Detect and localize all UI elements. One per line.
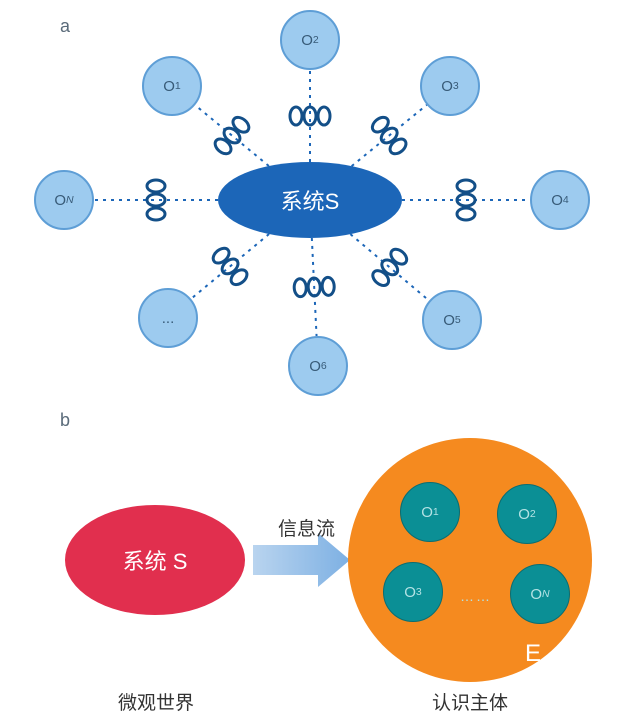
outer-node-O5: O5	[422, 290, 482, 350]
caption-micro-world: 微观世界	[118, 688, 194, 715]
inner-node-ON: ON	[510, 564, 570, 624]
info-flow-label: 信息流	[278, 514, 335, 541]
outer-node-O1: O1	[142, 56, 202, 116]
inner-dots: ……	[460, 588, 492, 604]
chain-icon	[147, 180, 165, 220]
connector-line	[352, 105, 427, 166]
connector-line	[312, 238, 317, 336]
outer-node-ON: ON	[34, 170, 94, 230]
subject-e-circle	[348, 438, 592, 682]
info-flow-arrow-icon	[253, 533, 350, 587]
outer-node-O2: O2	[280, 10, 340, 70]
inner-node-O1: O1	[400, 482, 460, 542]
caption-subject: 认识主体	[432, 688, 508, 715]
panel-a-label: a	[60, 16, 70, 37]
system-s-node: 系统S	[218, 162, 402, 238]
outer-node-O6: O6	[288, 336, 348, 396]
panel-b-label: b	[60, 410, 70, 431]
inner-node-O2: O2	[497, 484, 557, 544]
subject-e-label: E	[525, 640, 541, 668]
connector-line	[191, 234, 269, 299]
outer-node-O3: O3	[420, 56, 480, 116]
inner-node-O3: O3	[383, 562, 443, 622]
outer-node-dots: ...	[138, 288, 198, 348]
connector-line	[195, 105, 269, 166]
chain-icon	[212, 114, 251, 156]
chain-icon	[370, 246, 410, 288]
system-s-b-node: 系统 S	[65, 505, 245, 615]
connector-line	[350, 234, 429, 300]
chain-icon	[290, 107, 330, 125]
outer-node-O4: O4	[530, 170, 590, 230]
